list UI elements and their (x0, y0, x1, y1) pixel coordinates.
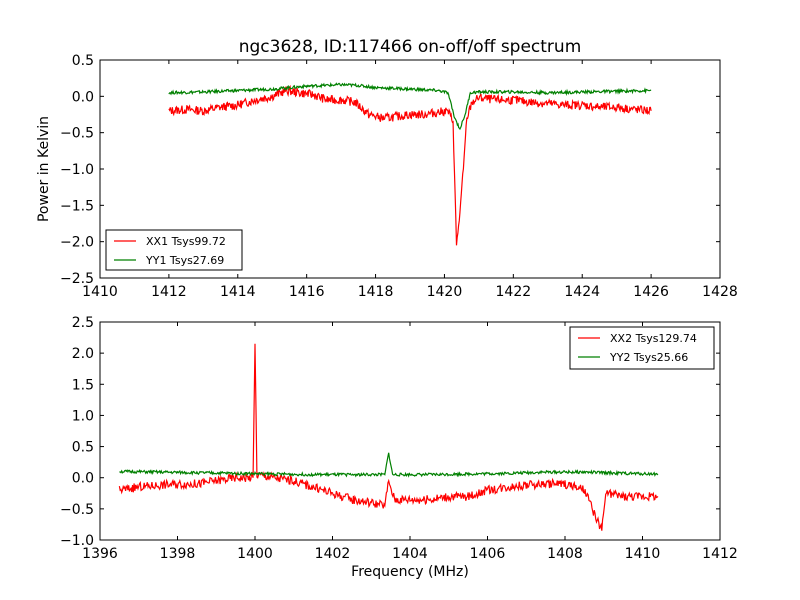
x-tick-label: 1404 (392, 546, 428, 562)
x-tick-label: 1402 (315, 546, 351, 562)
y-tick-label: 0.0 (72, 89, 94, 105)
y-tick-label: 0.5 (72, 440, 94, 456)
y-tick-label: 1.5 (72, 377, 94, 393)
legend-box (105, 229, 243, 271)
x-tick-label: 1398 (160, 546, 196, 562)
series-line-xx1 (168, 84, 652, 246)
x-tick-label: 1414 (220, 284, 256, 300)
y-tick-label: −1.5 (60, 198, 94, 214)
series-line-yy2 (119, 452, 659, 478)
legend-label: XX2 Tsys129.74 (610, 332, 697, 345)
y-tick-label: −1.0 (60, 533, 94, 549)
y-tick-label: 0.5 (72, 53, 94, 69)
y-tick-label: −2.5 (60, 271, 94, 287)
legend: XX2 Tsys129.74 YY2 Tsys25.66 (569, 326, 715, 370)
y-tick-label: 1.0 (72, 408, 94, 424)
y-tick-label: 0.0 (72, 471, 94, 487)
series-line-yy1 (168, 81, 652, 131)
series-group (168, 81, 652, 246)
figure-title: ngc3628, ID:117466 on-off/off spectrum (239, 37, 582, 57)
x-tick-label: 1396 (82, 546, 118, 562)
series-line-xx2 (118, 343, 659, 531)
x-tick-label: 1406 (470, 546, 506, 562)
x-tick-label: 1408 (547, 546, 583, 562)
y-tick-label: −1.0 (60, 162, 94, 178)
y-tick-label: 2.0 (72, 346, 94, 362)
series-group (118, 343, 659, 531)
x-tick-label: 1426 (633, 284, 669, 300)
legend-label: YY1 Tsys27.69 (145, 254, 224, 267)
x-tick-label: 1410 (82, 284, 118, 300)
y-tick-label: −0.5 (60, 126, 94, 142)
top-panel: 1410 1412 1414 1416 1418 1420 1422 1424 1426 1428… (36, 53, 738, 300)
bottom-panel: 1396 1398 1400 1402 1404 1406 1408 1410 1412 −1.0… (60, 315, 738, 580)
legend: XX1 Tsys99.72 YY1 Tsys27.69 (105, 229, 243, 271)
x-tick-label: 1416 (289, 284, 325, 300)
legend-box (569, 326, 715, 370)
y-tick-label: −0.5 (60, 502, 94, 518)
legend-label: YY2 Tsys25.66 (609, 351, 688, 364)
x-tick-label: 1428 (702, 284, 738, 300)
y-axis-label: Power in Kelvin (36, 116, 52, 222)
x-tick-label: 1412 (151, 284, 187, 300)
x-tick-label: 1420 (427, 284, 463, 300)
x-tick-label: 1422 (496, 284, 532, 300)
legend-label: XX1 Tsys99.72 (146, 235, 226, 248)
x-axis-label: Frequency (MHz) (351, 564, 469, 580)
x-tick-label: 1418 (358, 284, 394, 300)
x-tick-label: 1410 (625, 546, 661, 562)
x-tick-label: 1412 (702, 546, 738, 562)
y-tick-label: −2.0 (60, 235, 94, 251)
x-tick-label: 1424 (564, 284, 600, 300)
x-tick-label: 1400 (237, 546, 273, 562)
y-tick-label: 2.5 (72, 315, 94, 331)
